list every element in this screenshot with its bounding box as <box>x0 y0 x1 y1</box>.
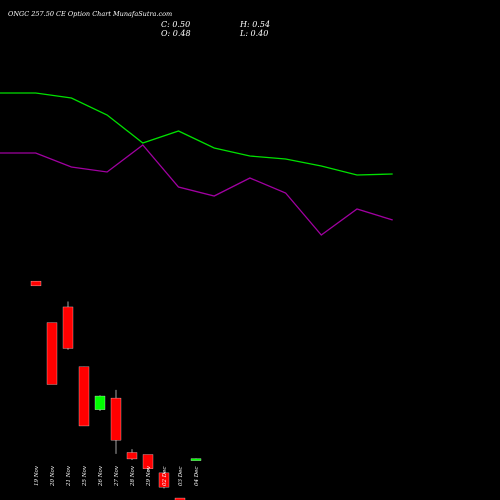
x-tick-label: 03 Dec <box>178 467 184 487</box>
candle-body <box>158 472 170 488</box>
candles <box>30 280 202 500</box>
x-tick-label: 25 Nov <box>82 465 88 487</box>
candle-body <box>30 280 42 287</box>
candle-body <box>78 366 90 427</box>
indicator-line <box>0 144 393 236</box>
x-tick-label: 02 Dec <box>162 467 168 487</box>
x-tick-label: 26 Nov <box>98 465 104 487</box>
x-tick-label: 20 Nov <box>50 465 56 487</box>
candle-body <box>126 452 138 460</box>
candle-body <box>142 454 154 469</box>
candle-body <box>62 306 74 349</box>
x-tick-label: 04 Dec <box>194 467 200 487</box>
close-value: C: 0.50 <box>161 20 191 29</box>
high-value: H: 0.54 <box>240 20 271 29</box>
indicator-line <box>0 92 393 176</box>
candle-body <box>190 458 202 461</box>
open-value: O: 0.48 <box>161 29 191 38</box>
x-axis-labels: 19 Nov 20 Nov 21 Nov 25 Nov 26 Nov 27 Nov 28 N… <box>34 465 200 487</box>
low-value: L: 0.40 <box>240 29 269 38</box>
x-tick-label: 29 Nov <box>146 465 152 487</box>
indicator-lines <box>0 92 393 236</box>
candle-body <box>94 395 106 410</box>
x-tick-label: 28 Nov <box>130 465 136 487</box>
x-tick-label: 21 Nov <box>66 465 72 487</box>
candle-body <box>46 322 58 385</box>
candle-body <box>174 497 186 500</box>
chart-title: ONGC 257.50 CE Option Chart MunafaSutra.… <box>8 10 173 18</box>
candle-body <box>110 397 122 441</box>
x-tick-label: 27 Nov <box>114 465 120 487</box>
x-tick-label: 19 Nov <box>34 465 40 486</box>
